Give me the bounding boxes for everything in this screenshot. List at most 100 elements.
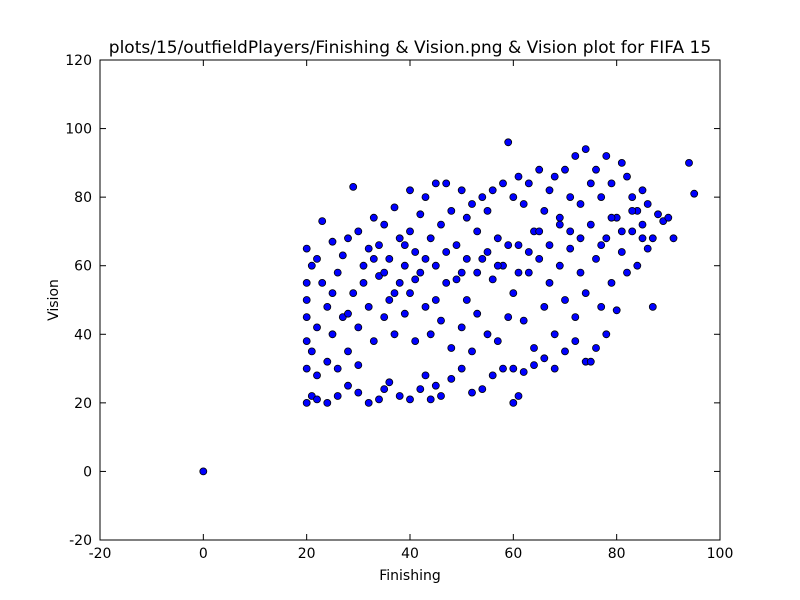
data-point	[345, 235, 352, 242]
data-point	[479, 194, 486, 201]
data-point	[334, 393, 341, 400]
data-point	[303, 245, 310, 252]
data-point	[515, 173, 522, 180]
data-point	[345, 310, 352, 317]
data-point	[412, 249, 419, 256]
data-point	[546, 187, 553, 194]
data-point	[489, 187, 496, 194]
data-point	[386, 255, 393, 262]
data-point	[360, 262, 367, 269]
y-tick-label: 80	[74, 190, 92, 206]
data-point	[417, 269, 424, 276]
data-point	[520, 317, 527, 324]
data-point	[603, 331, 610, 338]
data-point	[479, 386, 486, 393]
data-point	[691, 190, 698, 197]
data-point	[551, 173, 558, 180]
data-point	[443, 249, 450, 256]
data-point	[422, 303, 429, 310]
data-point	[618, 159, 625, 166]
x-tick-label: 20	[298, 546, 316, 562]
data-point	[536, 228, 543, 235]
data-point	[608, 180, 615, 187]
data-point	[505, 139, 512, 146]
data-point	[541, 355, 548, 362]
data-point	[525, 249, 532, 256]
data-point	[536, 166, 543, 173]
data-point	[396, 393, 403, 400]
data-point	[649, 235, 656, 242]
data-point	[314, 324, 321, 331]
data-point	[324, 358, 331, 365]
data-point	[525, 180, 532, 187]
data-point	[556, 214, 563, 221]
data-point	[365, 399, 372, 406]
data-point	[432, 262, 439, 269]
data-point	[494, 338, 501, 345]
data-point	[546, 242, 553, 249]
data-point	[334, 365, 341, 372]
chart-title: plots/15/outfieldPlayers/Finishing & Vis…	[109, 38, 711, 58]
data-point	[639, 221, 646, 228]
data-point	[551, 365, 558, 372]
data-point	[644, 245, 651, 252]
data-point	[329, 238, 336, 245]
data-point	[401, 262, 408, 269]
data-point	[567, 245, 574, 252]
data-point	[381, 314, 388, 321]
data-point	[500, 365, 507, 372]
data-point	[639, 235, 646, 242]
data-point	[391, 204, 398, 211]
data-point	[391, 290, 398, 297]
x-axis-label: Finishing	[379, 568, 441, 584]
data-point	[577, 201, 584, 208]
data-point	[396, 279, 403, 286]
data-point	[365, 303, 372, 310]
data-point	[562, 297, 569, 304]
data-point	[562, 348, 569, 355]
data-point	[593, 255, 600, 262]
data-point	[427, 396, 434, 403]
data-point	[438, 221, 445, 228]
data-point	[618, 228, 625, 235]
data-point	[484, 249, 491, 256]
data-point	[324, 303, 331, 310]
data-point	[608, 214, 615, 221]
data-point	[448, 375, 455, 382]
data-point	[505, 242, 512, 249]
x-tick-label: 80	[608, 546, 626, 562]
data-point	[407, 228, 414, 235]
data-point	[520, 201, 527, 208]
data-point	[665, 214, 672, 221]
data-point	[474, 310, 481, 317]
data-point	[438, 317, 445, 324]
data-point	[479, 255, 486, 262]
data-point	[474, 228, 481, 235]
data-point	[515, 269, 522, 276]
y-tick-label: -20	[69, 533, 92, 549]
data-point	[314, 255, 321, 262]
data-point	[370, 214, 377, 221]
data-point	[567, 194, 574, 201]
data-point	[587, 221, 594, 228]
data-point	[329, 290, 336, 297]
y-tick-label: 20	[74, 396, 92, 412]
data-point	[360, 279, 367, 286]
data-point	[489, 276, 496, 283]
data-point	[453, 242, 460, 249]
data-point	[494, 235, 501, 242]
data-point	[494, 262, 501, 269]
data-point	[350, 290, 357, 297]
data-point	[624, 269, 631, 276]
data-point	[593, 345, 600, 352]
data-point	[308, 348, 315, 355]
data-point	[474, 269, 481, 276]
data-point	[603, 235, 610, 242]
data-point	[355, 324, 362, 331]
data-point	[319, 218, 326, 225]
data-point	[629, 228, 636, 235]
data-point	[598, 303, 605, 310]
data-point	[463, 297, 470, 304]
data-point	[314, 396, 321, 403]
